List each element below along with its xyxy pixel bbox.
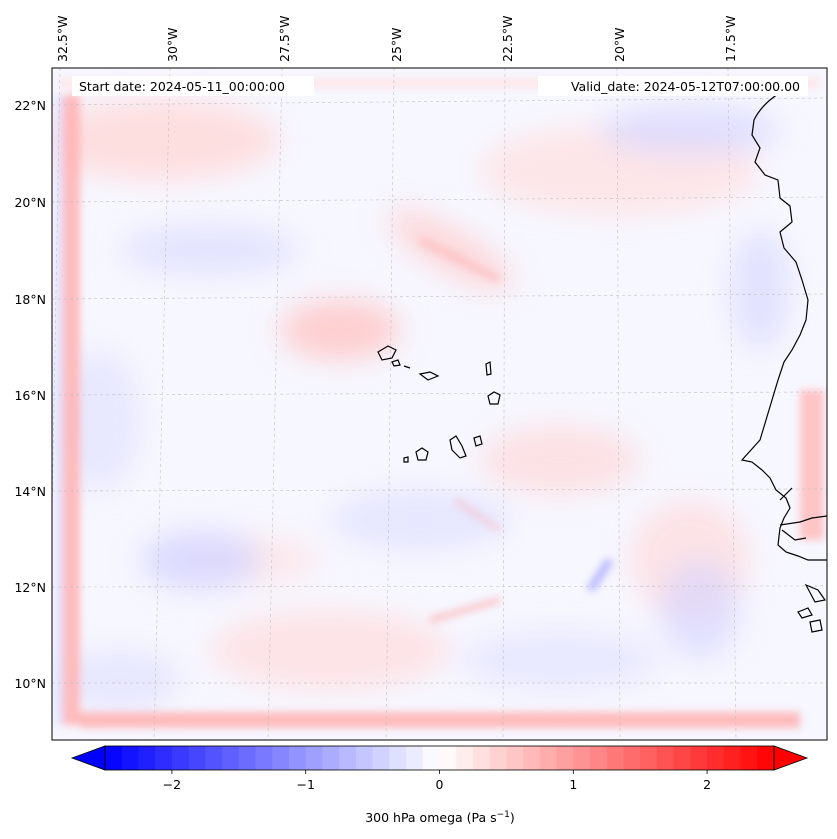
lon-label-25w: 25°W: [389, 27, 404, 62]
colorbar-segment: [489, 746, 508, 770]
colorbar-segment: [523, 746, 541, 770]
lon-label-30w: 30°W: [165, 27, 180, 62]
valid-date-box: [538, 76, 808, 96]
colorbar-segment: [171, 746, 190, 770]
colorbar-tick-label: −1: [296, 777, 314, 792]
lon-label-17-5w: 17.5°W: [723, 16, 738, 62]
colorbar-low-extension: [70, 745, 106, 771]
colorbar-tick-label: −2: [163, 777, 181, 792]
colorbar-title-main: 300 hPa omega (Pa s: [365, 810, 496, 825]
santa-luzia-island: [403, 365, 411, 369]
guinea-bissau-islands: [797, 583, 827, 633]
colorbar-segment: [707, 746, 725, 770]
colorbar-segment: [439, 746, 457, 770]
colorbar-segment: [623, 746, 641, 770]
lon-label-32-5w: 32.5°W: [55, 16, 70, 62]
valid-date-label: Valid_date: 2024-05-12T07:00:00.00: [571, 79, 800, 94]
colorbar-segment: [322, 746, 340, 770]
sao-vicente-island: [391, 359, 401, 367]
colorbar-segment: [757, 746, 775, 770]
colorbar-segment: [205, 746, 223, 770]
colorbar-segment: [138, 746, 156, 770]
colorbar-segment: [506, 746, 524, 770]
santiago-island: [449, 435, 467, 459]
colorbar-segment: [740, 746, 758, 770]
colorbar-segment: [288, 746, 307, 770]
colorbar-segment: [272, 746, 290, 770]
colorbar-tick-label: 0: [436, 777, 444, 792]
lat-label-22n: 22°N: [14, 98, 46, 113]
colorbar-segment: [339, 746, 357, 770]
maio-island: [473, 435, 483, 447]
colorbar-ticks: −2 −1 0 1 2: [163, 770, 711, 792]
colorbar-segment: [539, 746, 558, 770]
colorbar-segment: [188, 746, 206, 770]
longitude-axis: 32.5°W 30°W 27.5°W 25°W 22.5°W 20°W 17.5…: [55, 16, 738, 62]
colorbar-segment: [238, 746, 257, 770]
colorbar: −2 −1 0 1 2 300 hPa omega (Pa s−1): [70, 745, 809, 825]
colorbar-segment: [690, 746, 708, 770]
brava-island: [403, 456, 409, 463]
colorbar-segment: [222, 746, 240, 770]
colorbar-segment: [723, 746, 742, 770]
map-border: [51, 67, 828, 741]
map-panel: Start date: 2024-05-11_00:00:00 Valid_da…: [51, 67, 828, 741]
lon-label-22-5w: 22.5°W: [500, 16, 515, 62]
colorbar-segment: [121, 746, 140, 770]
senegal-detail: [779, 487, 807, 541]
colorbar-segment: [556, 746, 574, 770]
fogo-island: [415, 447, 429, 461]
coastline: [740, 89, 827, 633]
colorbar-segment: [105, 746, 123, 770]
lon-label-20w: 20°W: [612, 27, 627, 62]
start-date-box: [72, 76, 314, 96]
colorbar-segment: [372, 746, 390, 770]
lat-label-14n: 14°N: [14, 484, 46, 499]
lat-label-18n: 18°N: [14, 292, 46, 307]
colorbar-segment: [606, 746, 625, 770]
lon-label-27-5w: 27.5°W: [277, 16, 292, 62]
colorbar-segment: [406, 746, 424, 770]
colorbar-segment: [640, 746, 658, 770]
boa-vista-island: [487, 391, 501, 405]
colorbar-segment: [389, 746, 407, 770]
santo-antao-island: [377, 345, 397, 361]
latitude-axis: 22°N 20°N 18°N 16°N 14°N 12°N 10°N: [14, 98, 46, 691]
africa-coastline: [740, 89, 827, 561]
sao-nicolau-island: [418, 371, 440, 381]
lat-label-16n: 16°N: [14, 388, 46, 403]
gridlines: [52, 68, 827, 740]
colorbar-tick-label: 1: [569, 777, 577, 792]
colorbar-title-exponent: −1: [497, 810, 510, 820]
colorbar-title-end: ): [510, 810, 515, 825]
colorbar-title: 300 hPa omega (Pa s−1): [365, 810, 515, 825]
colorbar-segment: [456, 746, 474, 770]
colorbar-segment: [673, 746, 691, 770]
lat-label-20n: 20°N: [14, 195, 46, 210]
colorbar-tick-label: 2: [703, 777, 711, 792]
colorbar-segment: [155, 746, 173, 770]
lat-label-10n: 10°N: [14, 676, 46, 691]
sal-island: [485, 361, 492, 376]
colorbar-segment: [422, 746, 441, 770]
colorbar-segment: [472, 746, 491, 770]
omega-field: [52, 78, 824, 728]
colorbar-segment: [255, 746, 273, 770]
colorbar-segment: [355, 746, 374, 770]
colorbar-segments: [105, 746, 775, 770]
colorbar-segment: [305, 746, 324, 770]
lat-label-12n: 12°N: [14, 580, 46, 595]
start-date-label: Start date: 2024-05-11_00:00:00: [79, 79, 285, 94]
colorbar-segment: [590, 746, 608, 770]
colorbar-high-extension: [773, 745, 809, 771]
colorbar-segment: [656, 746, 675, 770]
gambia-river: [779, 515, 827, 526]
colorbar-segment: [573, 746, 591, 770]
cape-verde-islands: [377, 345, 501, 463]
